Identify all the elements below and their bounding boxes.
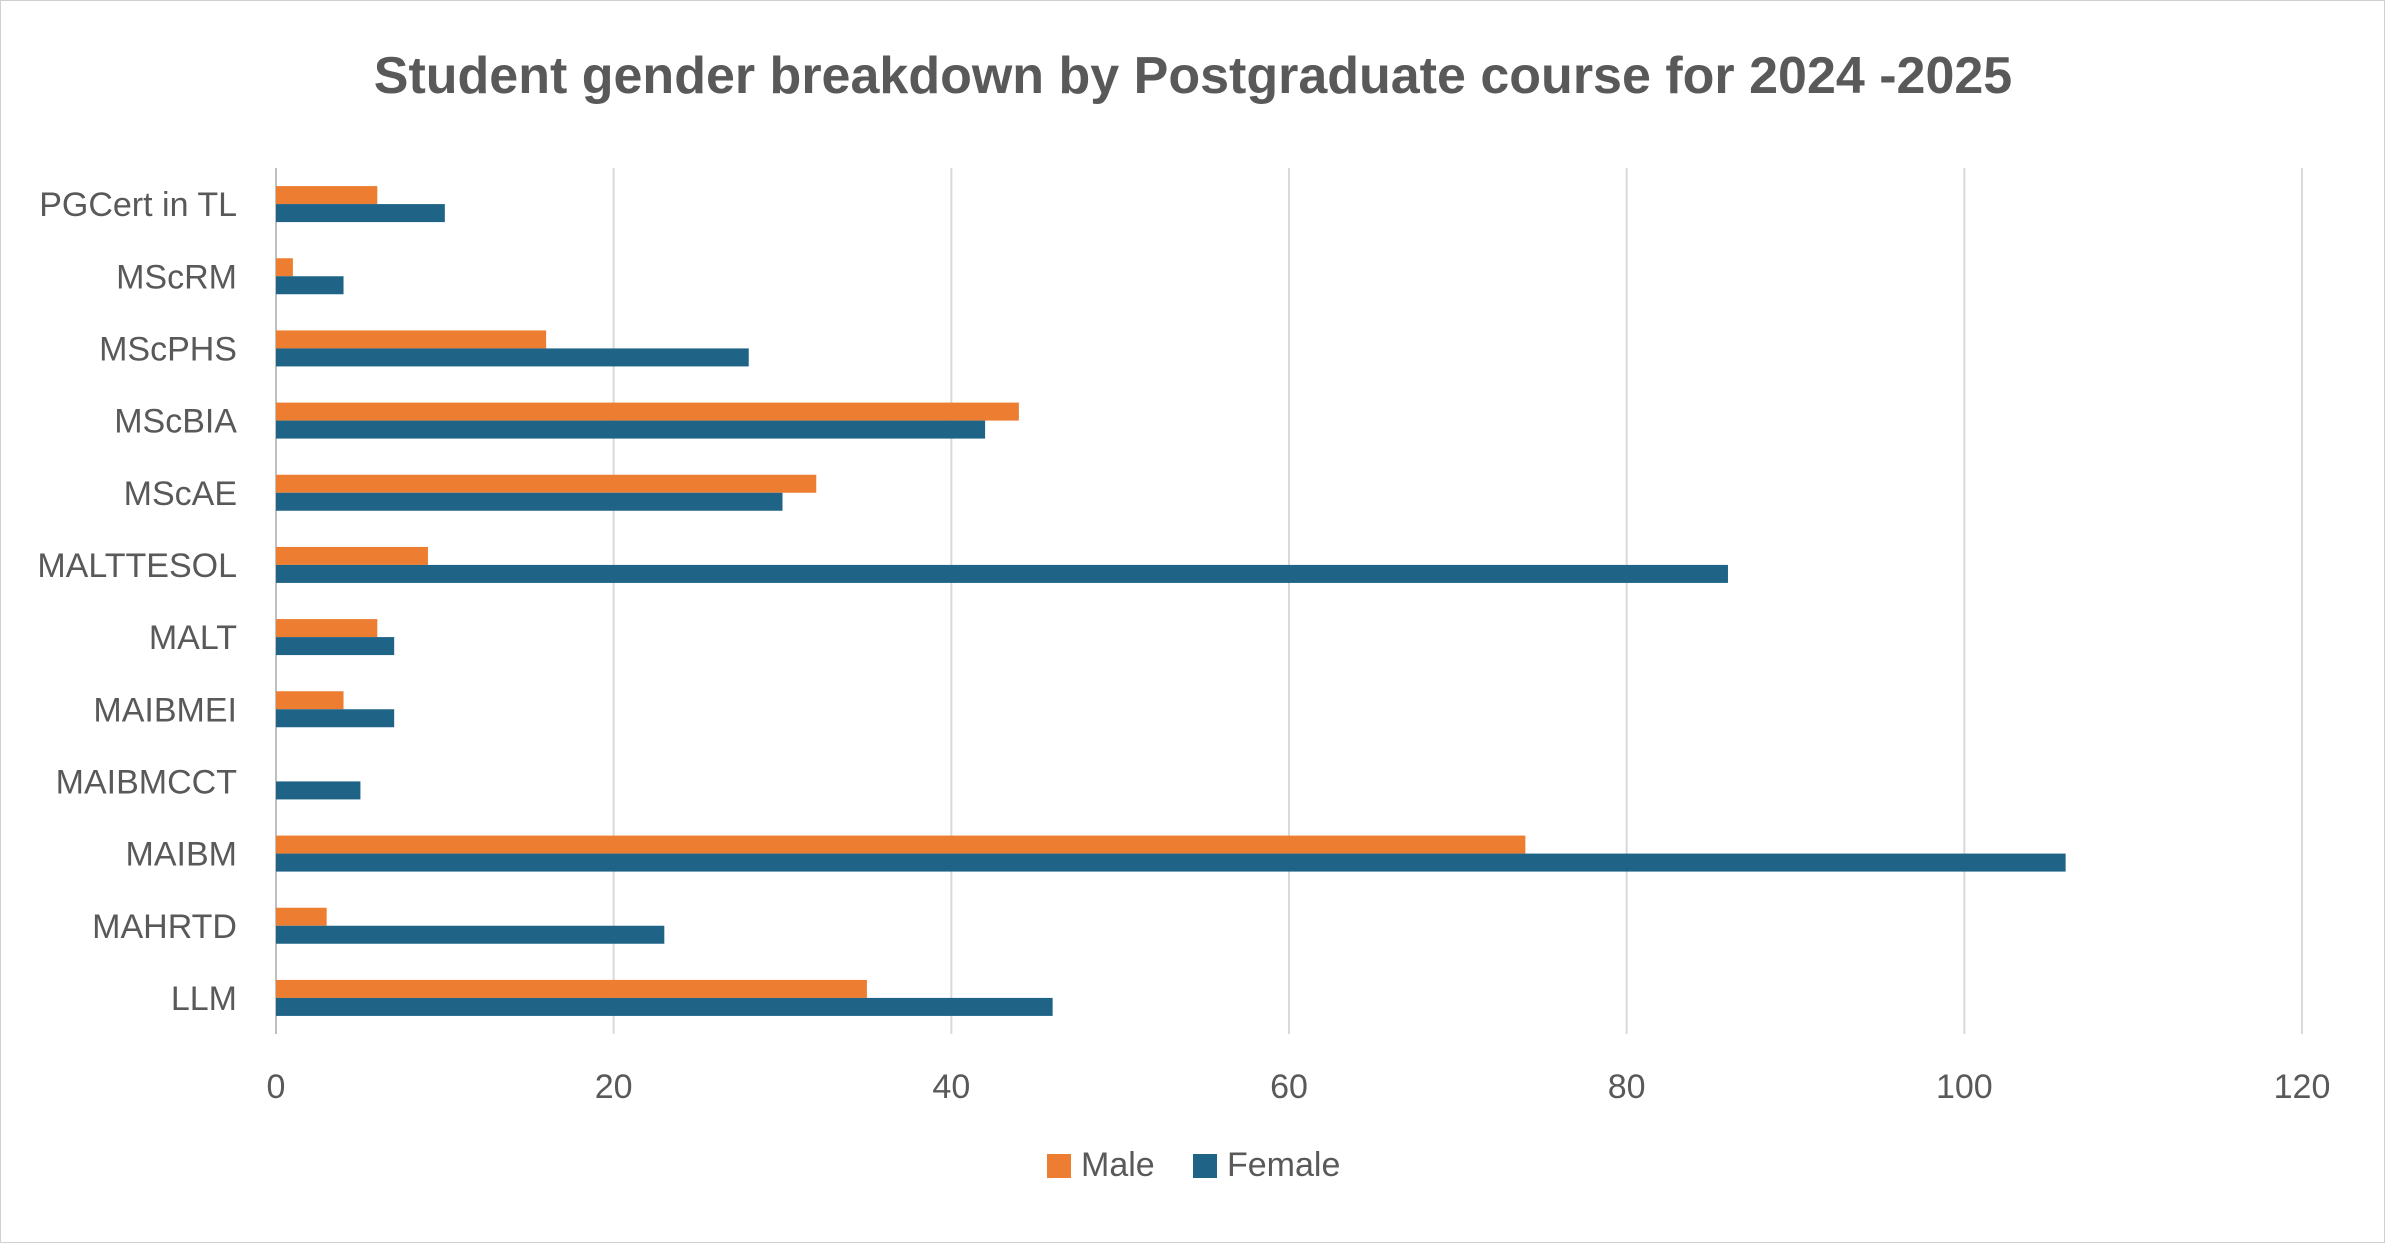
bar-male — [276, 258, 293, 277]
category-label: LLM — [171, 980, 237, 1018]
category-label: MScAE — [124, 475, 237, 513]
category-label: MScRM — [116, 258, 237, 296]
legend-swatch-male — [1047, 1154, 1071, 1178]
category-label: MScBIA — [114, 403, 237, 441]
bar-female — [276, 637, 395, 656]
bar-female — [276, 276, 344, 295]
x-tick-label: 20 — [595, 1068, 633, 1106]
x-tick-label: 40 — [932, 1068, 970, 1106]
bar-male — [276, 691, 344, 710]
legend-label-female: Female — [1227, 1146, 1340, 1184]
bar-male — [276, 907, 327, 926]
bars — [276, 186, 2066, 1016]
bar-female — [276, 997, 1053, 1016]
category-label: MScPHS — [99, 330, 237, 368]
bar-female — [276, 925, 665, 944]
bar-male — [276, 979, 867, 998]
bar-female — [276, 709, 395, 728]
bar-female — [276, 853, 2066, 872]
bar-female — [276, 420, 986, 439]
category-label: MAIBMEI — [93, 691, 237, 729]
category-label: MAHRTD — [92, 908, 237, 946]
bar-male — [276, 474, 817, 493]
category-label: MAIBMCCT — [56, 763, 237, 801]
legend: Male Female — [1047, 1146, 1340, 1184]
bar-male — [276, 402, 1019, 421]
bar-female — [276, 348, 749, 367]
legend-label-male: Male — [1081, 1146, 1155, 1184]
x-tick-label: 60 — [1270, 1068, 1308, 1106]
bar-male — [276, 546, 428, 565]
category-label: MAIBM — [126, 836, 237, 874]
chart-title: Student gender breakdown by Postgraduate… — [374, 47, 2012, 105]
bar-male — [276, 186, 378, 205]
x-tick-label: 120 — [2274, 1068, 2331, 1106]
category-labels: PGCert in TL MScRM MScPHS MScBIA MScAE MALTTE… — [37, 186, 237, 1018]
x-tick-label: 80 — [1608, 1068, 1646, 1106]
legend-swatch-female — [1193, 1154, 1217, 1178]
bar-female — [276, 564, 1728, 583]
x-tick-label: 0 — [267, 1068, 286, 1106]
bar-male — [276, 619, 378, 638]
bar-female — [276, 781, 361, 800]
gridlines — [275, 168, 2303, 1034]
x-tick-labels: 0 20 40 60 80 100 120 — [267, 1068, 2331, 1106]
bar-female — [276, 492, 783, 511]
category-label: PGCert in TL — [39, 186, 237, 224]
bar-female — [276, 204, 445, 223]
x-tick-label: 100 — [1936, 1068, 1993, 1106]
bar-male — [276, 330, 547, 349]
category-label: MALT — [149, 619, 237, 657]
bar-male — [276, 835, 1526, 854]
category-label: MALTTESOL — [37, 547, 237, 585]
